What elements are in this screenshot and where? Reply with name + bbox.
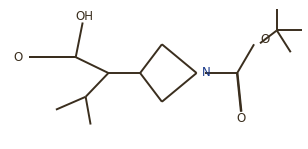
Text: O: O	[260, 33, 269, 46]
Text: OH: OH	[76, 10, 94, 23]
Text: O: O	[237, 112, 246, 125]
Text: O: O	[13, 51, 22, 64]
Text: N: N	[201, 66, 210, 79]
